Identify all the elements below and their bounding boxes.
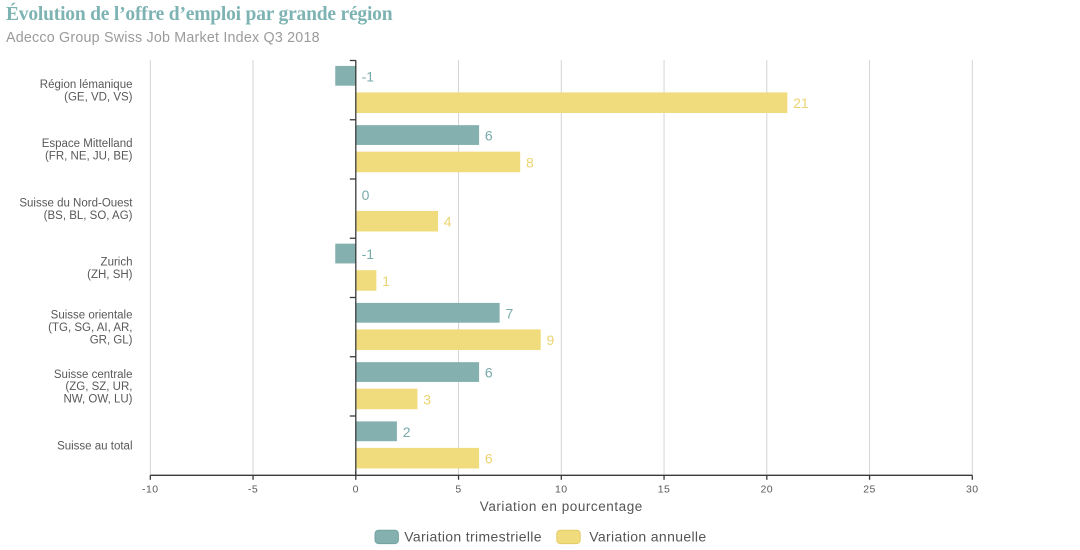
svg-text:(TG, SG, AI, AR,: (TG, SG, AI, AR, [48, 322, 132, 334]
svg-text:30: 30 [966, 484, 979, 496]
svg-text:0: 0 [362, 187, 370, 203]
svg-text:5: 5 [455, 484, 461, 496]
svg-text:-1: -1 [362, 246, 375, 262]
svg-text:(ZG, SZ, UR,: (ZG, SZ, UR, [65, 381, 132, 393]
svg-text:21: 21 [793, 95, 809, 111]
svg-text:(ZH, SH): (ZH, SH) [87, 269, 133, 281]
svg-text:(BS, BL, SO, AG): (BS, BL, SO, AG) [44, 210, 133, 222]
svg-text:-5: -5 [248, 484, 258, 496]
svg-text:Suisse orientale: Suisse orientale [51, 310, 133, 322]
svg-text:GR, GL): GR, GL) [90, 334, 133, 346]
svg-text:Espace Mittelland: Espace Mittelland [42, 138, 133, 150]
svg-text:0: 0 [353, 484, 359, 496]
svg-text:15: 15 [658, 484, 671, 496]
svg-text:-10: -10 [142, 484, 159, 496]
svg-text:(GE, VD, VS): (GE, VD, VS) [64, 91, 133, 103]
svg-text:-1: -1 [362, 68, 375, 84]
svg-text:8: 8 [526, 154, 534, 170]
svg-text:Suisse du Nord-Ouest: Suisse du Nord-Ouest [19, 197, 133, 209]
svg-text:1: 1 [382, 273, 390, 289]
svg-text:25: 25 [863, 484, 876, 496]
svg-text:Suisse centrale: Suisse centrale [54, 369, 133, 381]
svg-text:6: 6 [485, 365, 493, 381]
svg-text:Variation trimestrielle: Variation trimestrielle [404, 529, 542, 545]
svg-text:4: 4 [444, 214, 452, 230]
svg-text:(FR, NE, JU, BE): (FR, NE, JU, BE) [45, 151, 133, 163]
svg-text:Région lémanique: Région lémanique [40, 79, 133, 91]
svg-text:Suisse au total: Suisse au total [57, 441, 132, 453]
svg-text:3: 3 [423, 391, 431, 407]
svg-text:Variation annuelle: Variation annuelle [589, 529, 706, 545]
svg-text:NW, OW, LU): NW, OW, LU) [64, 394, 133, 406]
svg-text:6: 6 [485, 451, 493, 467]
svg-text:7: 7 [505, 305, 513, 321]
svg-text:9: 9 [547, 332, 555, 348]
svg-text:Zurich: Zurich [101, 257, 133, 269]
svg-text:10: 10 [555, 484, 568, 496]
svg-text:20: 20 [760, 484, 773, 496]
svg-text:Variation en pourcentage: Variation en pourcentage [480, 499, 643, 514]
svg-text:6: 6 [485, 128, 493, 144]
svg-text:2: 2 [403, 424, 411, 440]
